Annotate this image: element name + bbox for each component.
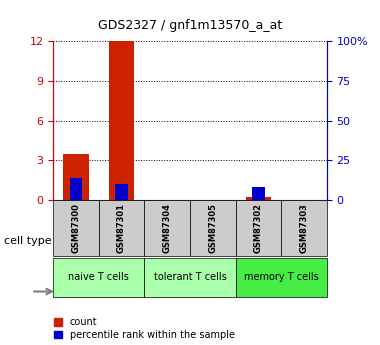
Text: tolerant T cells: tolerant T cells [154,273,226,282]
Bar [246,197,271,200]
Bar [53,258,144,297]
Bar [190,200,236,256]
Text: cell type: cell type [4,236,51,246]
Bar [144,200,190,256]
Bar [63,154,89,200]
Text: naive T cells: naive T cells [68,273,129,282]
Bar [116,184,128,200]
Text: memory T cells: memory T cells [244,273,318,282]
Bar [99,200,144,256]
Text: GSM87302: GSM87302 [254,203,263,253]
Bar [144,258,236,297]
Bar [281,200,327,256]
Bar [70,178,82,200]
Text: GSM87303: GSM87303 [299,203,309,253]
Bar [252,187,264,200]
Bar [236,258,327,297]
Text: GSM87301: GSM87301 [117,203,126,253]
Bar [53,200,99,256]
Text: GSM87304: GSM87304 [163,203,172,253]
Bar [236,200,281,256]
Legend: count, percentile rank within the sample: count, percentile rank within the sample [54,317,235,340]
Bar [109,41,134,200]
Text: GSM87305: GSM87305 [208,203,217,253]
Text: GSM87300: GSM87300 [71,203,81,253]
Text: GDS2327 / gnf1m13570_a_at: GDS2327 / gnf1m13570_a_at [98,19,282,32]
